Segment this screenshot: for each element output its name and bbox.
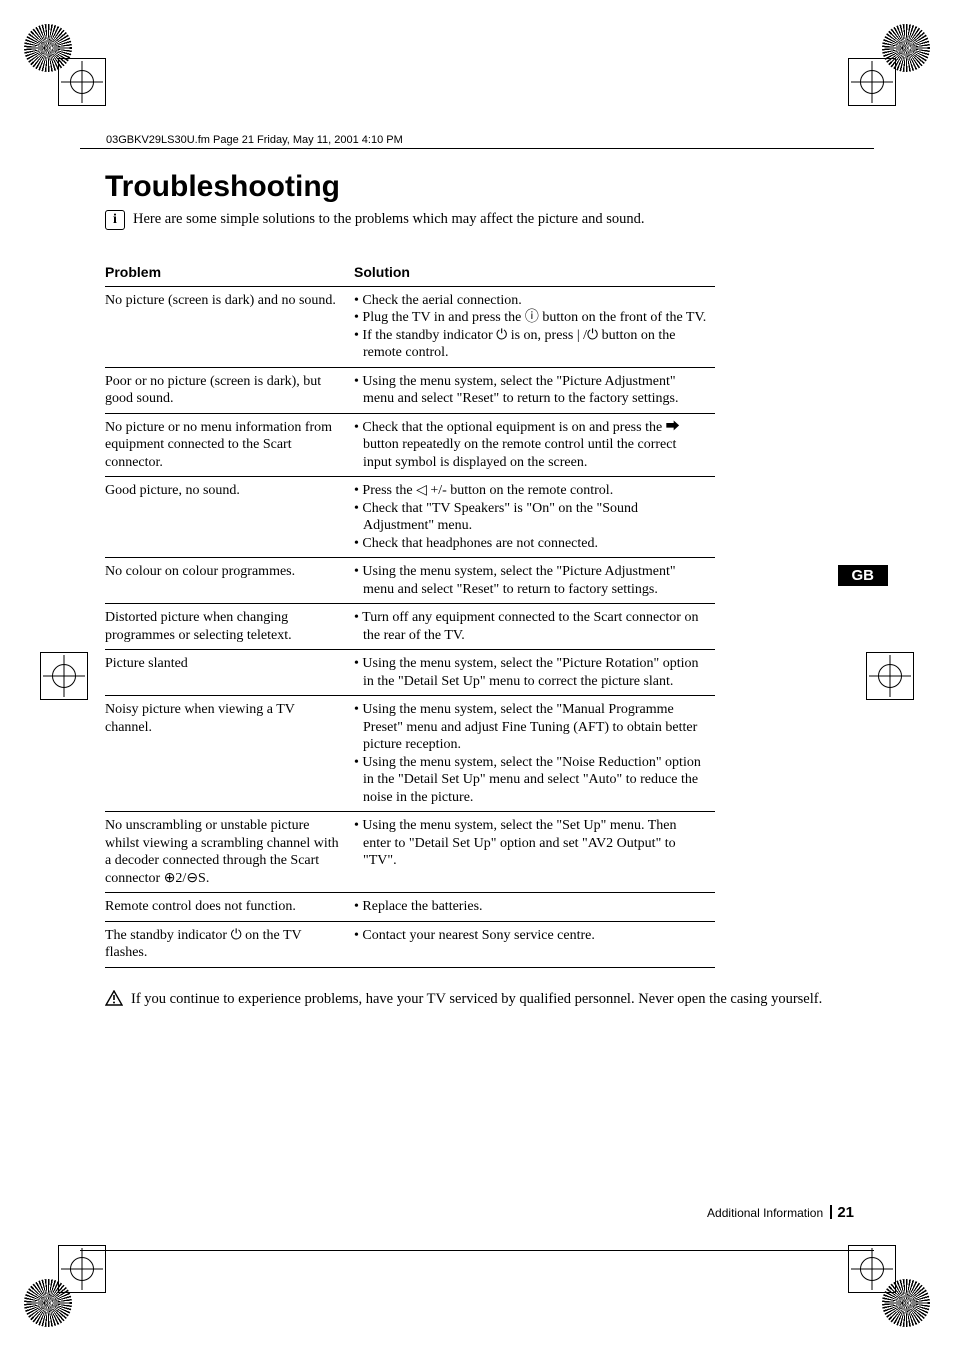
solution-item: Check that the optional equipment is on … [354, 419, 707, 472]
table-row: No picture (screen is dark) and no sound… [105, 286, 715, 367]
problem-cell: No picture or no menu information from e… [105, 413, 354, 477]
solution-cell: Using the menu system, select the "Manua… [354, 696, 715, 812]
solution-cell: Contact your nearest Sony service centre… [354, 921, 715, 967]
crop-mark-bl [24, 1267, 84, 1327]
intro-row: i Here are some simple solutions to the … [105, 210, 864, 230]
language-tab: GB [838, 565, 889, 586]
problem-cell: Good picture, no sound. [105, 477, 354, 558]
problem-cell: Distorted picture when changing programm… [105, 604, 354, 650]
problem-cell: Remote control does not function. [105, 893, 354, 922]
page-footer: Additional Information 21 [707, 1204, 854, 1221]
table-row: No unscrambling or unstable picture whil… [105, 812, 715, 893]
solution-cell: Using the menu system, select the "Set U… [354, 812, 715, 893]
solution-cell: Using the menu system, select the "Pictu… [354, 650, 715, 696]
table-row: Distorted picture when changing programm… [105, 604, 715, 650]
rule-top [80, 148, 874, 149]
solution-item: Using the menu system, select the "Pictu… [354, 373, 707, 408]
page-title: Troubleshooting [105, 170, 864, 204]
rule-bottom [80, 1250, 874, 1251]
intro-text: Here are some simple solutions to the pr… [133, 210, 645, 229]
registration-right [866, 652, 914, 700]
table-row: Poor or no picture (screen is dark), but… [105, 367, 715, 413]
info-icon: i [105, 210, 125, 230]
warning-text: If you continue to experience problems, … [131, 990, 822, 1009]
col-problem: Problem [105, 260, 354, 286]
solution-item: Check that "TV Speakers" is "On" on the … [354, 500, 707, 535]
solution-item: If the standby indicator ⏻ is on, press … [354, 327, 707, 362]
solution-cell: Using the menu system, select the "Pictu… [354, 367, 715, 413]
problem-cell: Picture slanted [105, 650, 354, 696]
warning-icon [105, 990, 123, 1006]
table-row: Picture slantedUsing the menu system, se… [105, 650, 715, 696]
solution-item: Using the menu system, select the "Manua… [354, 701, 707, 754]
solution-cell: Check that the optional equipment is on … [354, 413, 715, 477]
table-row: Noisy picture when viewing a TV channel.… [105, 696, 715, 812]
problem-cell: No unscrambling or unstable picture whil… [105, 812, 354, 893]
solution-item: Press the ◁ +/- button on the remote con… [354, 482, 707, 500]
footer-label: Additional Information [707, 1206, 823, 1220]
crop-mark-tl [24, 24, 84, 84]
solution-cell: Press the ◁ +/- button on the remote con… [354, 477, 715, 558]
table-row: No colour on colour programmes.Using the… [105, 558, 715, 604]
problem-cell: Noisy picture when viewing a TV channel. [105, 696, 354, 812]
solution-item: Plug the TV in and press the ⓘ button on… [354, 309, 707, 327]
col-solution: Solution [354, 260, 715, 286]
warning-row: If you continue to experience problems, … [105, 990, 864, 1009]
page: 03GBKV29LS30U.fm Page 21 Friday, May 11,… [0, 0, 954, 1351]
solution-cell: Turn off any equipment connected to the … [354, 604, 715, 650]
solution-item: Turn off any equipment connected to the … [354, 609, 707, 644]
footer-page: 21 [837, 1204, 854, 1221]
problem-cell: No colour on colour programmes. [105, 558, 354, 604]
solution-cell: Replace the batteries. [354, 893, 715, 922]
solution-item: Using the menu system, select the "Set U… [354, 817, 707, 870]
troubleshooting-table: Problem Solution No picture (screen is d… [105, 260, 715, 968]
solution-item: Check that headphones are not connected. [354, 535, 707, 553]
solution-item: Replace the batteries. [354, 898, 707, 916]
print-header-note: 03GBKV29LS30U.fm Page 21 Friday, May 11,… [106, 134, 403, 146]
solution-item: Contact your nearest Sony service centre… [354, 927, 707, 945]
table-row: No picture or no menu information from e… [105, 413, 715, 477]
registration-left [40, 652, 88, 700]
crop-mark-br [870, 1267, 930, 1327]
solution-item: Check the aerial connection. [354, 292, 707, 310]
solution-item: Using the menu system, select the "Pictu… [354, 563, 707, 598]
table-row: Remote control does not function.Replace… [105, 893, 715, 922]
problem-cell: No picture (screen is dark) and no sound… [105, 286, 354, 367]
table-row: The standby indicator ⏻ on the TV flashe… [105, 921, 715, 967]
problem-cell: The standby indicator ⏻ on the TV flashe… [105, 921, 354, 967]
crop-mark-tr [870, 24, 930, 84]
table-row: Good picture, no sound.Press the ◁ +/- b… [105, 477, 715, 558]
solution-cell: Check the aerial connection.Plug the TV … [354, 286, 715, 367]
solution-item: Using the menu system, select the "Noise… [354, 754, 707, 807]
solution-cell: Using the menu system, select the "Pictu… [354, 558, 715, 604]
solution-item: Using the menu system, select the "Pictu… [354, 655, 707, 690]
problem-cell: Poor or no picture (screen is dark), but… [105, 367, 354, 413]
